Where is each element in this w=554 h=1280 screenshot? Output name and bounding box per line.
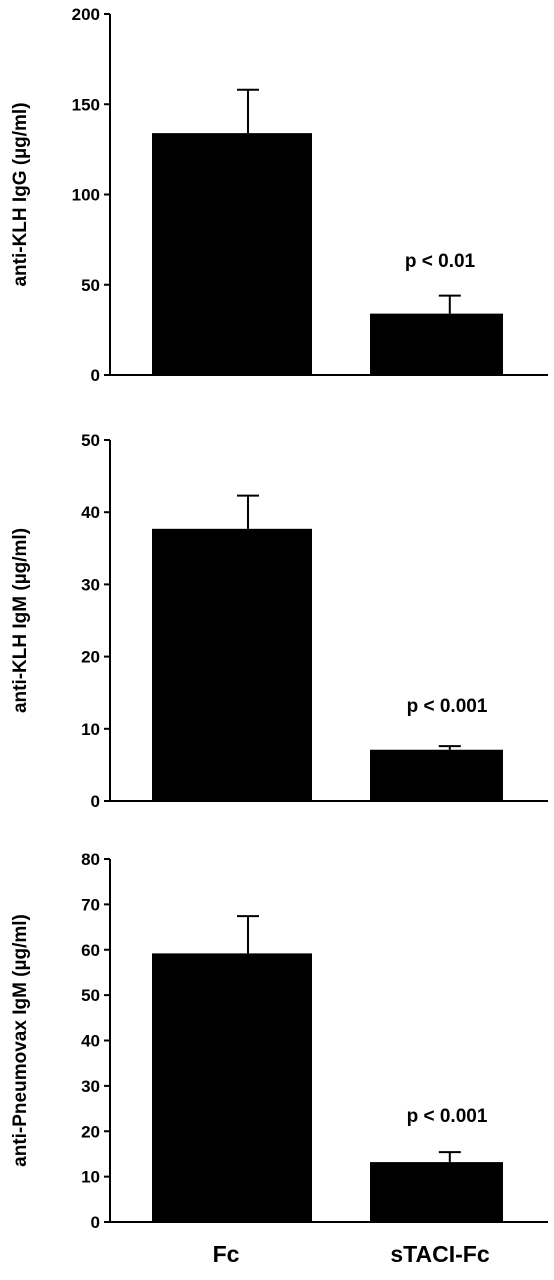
chart-panel: 0 10 20 30 40 50 anti-KLH IgM (µg/ml) p < 0.001 <box>10 431 548 811</box>
x-category-label-stacifc: sTACI-Fc <box>390 1241 489 1267</box>
y-tick-label: 50 <box>81 986 100 1005</box>
y-tick-label: 20 <box>81 1122 100 1141</box>
y-tick-label: 200 <box>72 5 100 24</box>
x-category-label-fc: Fc <box>213 1241 240 1267</box>
bar <box>152 133 312 375</box>
y-tick-label: 10 <box>81 1168 100 1187</box>
y-tick-label: 40 <box>81 1032 100 1051</box>
p-value-annotation: p < 0.01 <box>405 251 476 272</box>
y-tick-label: 30 <box>81 1077 100 1096</box>
bar <box>370 749 503 801</box>
y-axis-label: anti-Pneumovax IgM (µg/ml) <box>10 914 31 1167</box>
p-value-annotation: p < 0.001 <box>407 1106 488 1127</box>
p-value-annotation: p < 0.001 <box>407 696 488 717</box>
y-tick-label: 40 <box>81 503 100 522</box>
chart-panel: 0 10 20 30 40 50 60 70 80 anti-Pneumovax IgM (µg/… <box>10 850 548 1232</box>
y-tick-label: 50 <box>81 431 100 450</box>
y-tick-label: 20 <box>81 648 100 667</box>
bar <box>152 953 312 1222</box>
y-tick-label: 80 <box>81 850 100 869</box>
y-tick-label: 50 <box>81 276 100 295</box>
bar <box>370 1162 503 1222</box>
y-tick-label: 70 <box>81 895 100 914</box>
y-tick-label: 150 <box>72 95 100 114</box>
y-tick-label: 100 <box>72 186 100 205</box>
y-tick-label: 0 <box>91 366 100 385</box>
y-axis-label: anti-KLH IgG (µg/ml) <box>10 102 31 286</box>
y-tick-label: 30 <box>81 575 100 594</box>
y-axis-label: anti-KLH IgM (µg/ml) <box>10 528 31 713</box>
chart-panel: 0 50 100 150 200 anti-KLH IgG (µg/ml) p < 0.01 <box>10 5 548 385</box>
bar <box>370 313 503 375</box>
y-tick-label: 60 <box>81 941 100 960</box>
bar <box>152 528 312 801</box>
y-tick-label: 0 <box>91 1213 100 1232</box>
y-tick-label: 0 <box>91 792 100 811</box>
y-tick-label: 10 <box>81 720 100 739</box>
